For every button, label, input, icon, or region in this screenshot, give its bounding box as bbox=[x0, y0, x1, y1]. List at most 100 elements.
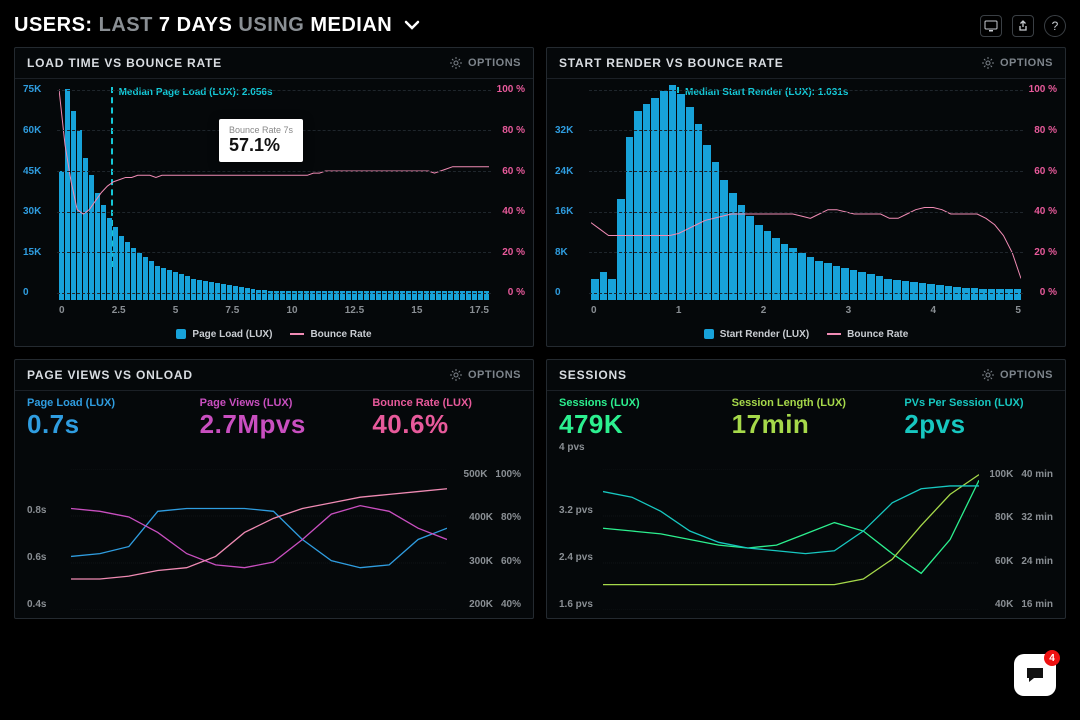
top-bar: USERS: LAST 7 DAYS USING MEDIAN ? bbox=[14, 10, 1066, 47]
y-left-tick: 0.8s bbox=[27, 505, 67, 516]
x-tick: 10 bbox=[286, 305, 297, 316]
options-label: OPTIONS bbox=[468, 57, 521, 69]
y-left-tick: 0 bbox=[23, 287, 29, 298]
y-left-tick: 30K bbox=[23, 206, 41, 217]
bar bbox=[59, 171, 64, 300]
y-left-tick: 24K bbox=[555, 166, 573, 177]
card-title: PAGE VIEWS VS ONLOAD bbox=[27, 368, 193, 382]
options-button[interactable]: OPTIONS bbox=[982, 369, 1053, 381]
options-button[interactable]: OPTIONS bbox=[450, 57, 521, 69]
tooltip-value: 57.1% bbox=[229, 135, 293, 156]
y-left-tick: 60K bbox=[23, 125, 41, 136]
gear-icon bbox=[450, 369, 462, 381]
card-body: Median Page Load (LUX): 2.056s Bounce Ra… bbox=[15, 79, 533, 346]
share-icon[interactable] bbox=[1012, 15, 1034, 37]
y-right-tick: 100 % bbox=[497, 84, 525, 95]
y-left-tick: 45K bbox=[23, 166, 41, 177]
metric-row: Page Load (LUX) 0.7s Page Views (LUX) 2.… bbox=[15, 391, 533, 440]
metric-label: Sessions (LUX) bbox=[559, 397, 708, 409]
y-right-tick: 200K40% bbox=[451, 599, 521, 610]
chat-icon bbox=[1024, 664, 1046, 686]
y-left-tick: 1.6 pvs bbox=[559, 599, 599, 610]
metric-label: Page Views (LUX) bbox=[200, 397, 349, 409]
x-tick: 5 bbox=[173, 305, 179, 316]
card-title: START RENDER VS BOUNCE RATE bbox=[559, 56, 784, 70]
top-icon-group: ? bbox=[980, 15, 1066, 37]
x-tick: 15 bbox=[411, 305, 422, 316]
options-button[interactable]: OPTIONS bbox=[450, 369, 521, 381]
options-label: OPTIONS bbox=[1000, 369, 1053, 381]
y-right-tick: 20 % bbox=[1034, 247, 1057, 258]
card-body: Page Load (LUX) 0.7s Page Views (LUX) 2.… bbox=[15, 391, 533, 618]
chat-widget[interactable]: 4 bbox=[1014, 654, 1056, 696]
gear-icon bbox=[450, 57, 462, 69]
y-left-tick: 32K bbox=[555, 125, 573, 136]
bar-series bbox=[59, 85, 489, 300]
metric-label: Bounce Rate (LUX) bbox=[372, 397, 521, 409]
x-tick: 0 bbox=[59, 305, 65, 316]
y-left-tick: 15K bbox=[23, 247, 41, 258]
title-agg: MEDIAN bbox=[310, 14, 392, 36]
y-left-tick: 8K bbox=[555, 247, 568, 258]
metric-value: 2.7Mpvs bbox=[200, 409, 349, 440]
help-icon[interactable]: ? bbox=[1044, 15, 1066, 37]
right-axis-ticks: 500K100%400K80%300K60%200K40% bbox=[451, 469, 521, 610]
metric-label: Session Length (LUX) bbox=[732, 397, 881, 409]
y-left-tick: 0.4s bbox=[27, 599, 67, 610]
page-title[interactable]: USERS: LAST 7 DAYS USING MEDIAN bbox=[14, 14, 420, 37]
card-header: SESSIONS OPTIONS bbox=[547, 360, 1065, 391]
bar bbox=[83, 158, 88, 300]
gear-icon bbox=[982, 57, 994, 69]
card-body: Sessions (LUX) 479K 4 pvs Session Length … bbox=[547, 391, 1065, 618]
x-tick: 17.5 bbox=[470, 305, 489, 316]
y-right-tick: 80 % bbox=[502, 125, 525, 136]
bar bbox=[65, 89, 70, 300]
bar bbox=[626, 137, 634, 300]
options-label: OPTIONS bbox=[1000, 57, 1053, 69]
mini-plot: 0.8s0.6s0.4s 500K100%400K80%300K60%200K4… bbox=[27, 469, 521, 610]
y-left-tick: 0.6s bbox=[27, 552, 67, 563]
y-right-tick: 500K100% bbox=[451, 469, 521, 480]
metric-value: 40.6% bbox=[372, 409, 521, 440]
bar bbox=[712, 162, 720, 300]
metric: Page Load (LUX) 0.7s bbox=[27, 397, 176, 440]
bar bbox=[720, 180, 728, 300]
y-right-tick: 400K80% bbox=[451, 512, 521, 523]
y-right-tick: 20 % bbox=[502, 247, 525, 258]
chevron-down-icon[interactable] bbox=[404, 14, 420, 37]
y-right-tick: 80 % bbox=[1034, 125, 1057, 136]
bar bbox=[89, 175, 94, 300]
metric-value: 2pvs bbox=[904, 409, 1053, 440]
metric-row: Sessions (LUX) 479K 4 pvs Session Length … bbox=[547, 391, 1065, 453]
legend-item: Bounce Rate bbox=[827, 329, 908, 340]
options-button[interactable]: OPTIONS bbox=[982, 57, 1053, 69]
plot-area: Median Page Load (LUX): 2.056s Bounce Ra… bbox=[59, 85, 489, 300]
left-axis-ticks: 0.8s 0.6s 0.4s bbox=[27, 469, 67, 610]
metric: Bounce Rate (LUX) 40.6% bbox=[372, 397, 521, 440]
card-title: LOAD TIME VS BOUNCE RATE bbox=[27, 56, 222, 70]
y-right-tick: 0 % bbox=[1040, 287, 1057, 298]
line-chart bbox=[603, 469, 979, 610]
display-icon[interactable] bbox=[980, 15, 1002, 37]
left-axis-ticks: 3.2 pvs2.4 pvs1.6 pvs bbox=[559, 469, 599, 610]
metric: Sessions (LUX) 479K 4 pvs bbox=[559, 397, 708, 453]
x-tick: 0 bbox=[591, 305, 597, 316]
metric: Page Views (LUX) 2.7Mpvs bbox=[200, 397, 349, 440]
x-tick: 2 bbox=[761, 305, 767, 316]
metric: PVs Per Session (LUX) 2pvs bbox=[904, 397, 1053, 453]
card-sessions: SESSIONS OPTIONS Sessions (LUX) 479K 4 p… bbox=[546, 359, 1066, 619]
x-tick: 12.5 bbox=[345, 305, 364, 316]
legend-item: Bounce Rate bbox=[290, 329, 371, 340]
x-tick: 5 bbox=[1015, 305, 1021, 316]
y-right-tick: 100 % bbox=[1029, 84, 1057, 95]
card-header: START RENDER VS BOUNCE RATE OPTIONS bbox=[547, 48, 1065, 79]
x-tick: 4 bbox=[931, 305, 937, 316]
gear-icon bbox=[982, 369, 994, 381]
y-left-tick: 3.2 pvs bbox=[559, 505, 599, 516]
metric-value: 17min bbox=[732, 409, 881, 440]
chart-legend: Start Render (LUX) Bounce Rate bbox=[547, 329, 1065, 340]
x-axis: 012345 bbox=[591, 305, 1021, 316]
legend-item: Start Render (LUX) bbox=[704, 329, 809, 340]
card-body: Median Start Render (LUX): 1.031s 012345… bbox=[547, 79, 1065, 346]
line-chart bbox=[71, 469, 447, 610]
